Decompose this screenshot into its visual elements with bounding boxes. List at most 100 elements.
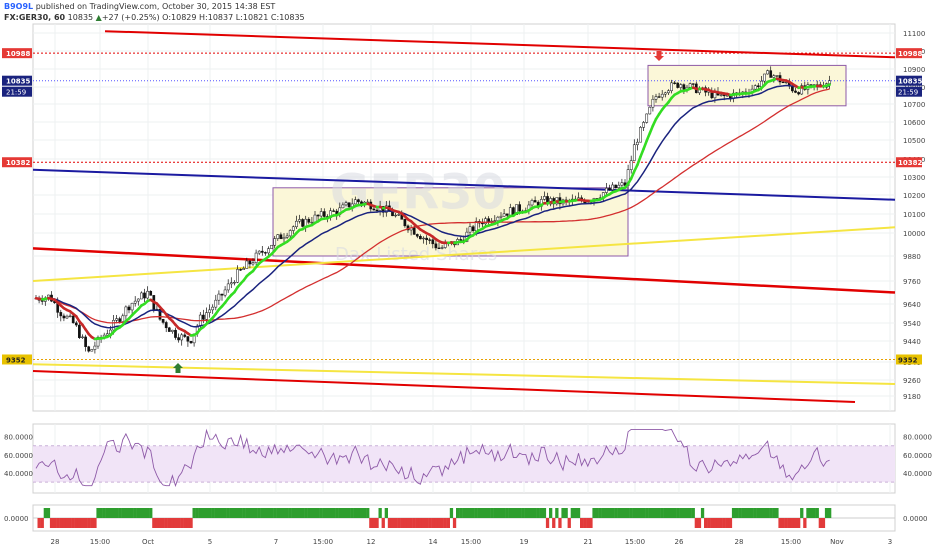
momentum-bar: [586, 518, 590, 528]
momentum-bar: [483, 508, 488, 518]
momentum-bar: [397, 518, 401, 528]
momentum-bar: [753, 508, 757, 518]
momentum-bar: [607, 508, 612, 518]
price-tick-label: 9180: [903, 393, 921, 401]
time-tick-label: 14: [429, 538, 438, 546]
candle-body: [353, 199, 357, 205]
candle-body: [242, 268, 246, 270]
momentum-bar: [53, 518, 57, 528]
momentum-bar: [725, 518, 729, 528]
momentum-bar: [620, 508, 624, 518]
rsi-tick-label-left: 40.0000: [4, 470, 33, 478]
ema-fast-segment: [642, 139, 649, 151]
candle-body: [121, 315, 125, 322]
momentum-bar: [669, 508, 674, 518]
candle-body: [682, 84, 686, 90]
candle-body: [124, 306, 128, 317]
momentum-bar: [688, 508, 692, 518]
momentum-bar: [65, 518, 69, 528]
candle-body: [90, 349, 94, 352]
momentum-bar: [428, 518, 432, 528]
time-tick-label: 26: [675, 538, 684, 546]
candle-body: [282, 237, 286, 240]
momentum-bar: [297, 508, 302, 518]
time-tick-label: 15:00: [625, 538, 645, 546]
momentum-bar: [229, 508, 233, 518]
momentum-bar: [387, 518, 392, 528]
candle-body: [264, 252, 267, 254]
momentum-bar: [542, 508, 547, 518]
momentum-bar: [198, 508, 202, 518]
candle-body: [756, 85, 760, 88]
author-link[interactable]: B9O9L: [4, 2, 34, 11]
price-tick-label: 10200: [903, 192, 925, 200]
momentum-bar: [766, 508, 770, 518]
candle-body: [614, 184, 618, 188]
candle-body: [828, 80, 831, 84]
momentum-bar: [462, 508, 466, 518]
momentum-bar: [589, 518, 593, 528]
momentum-bar: [744, 508, 748, 518]
momentum-bar: [257, 508, 261, 518]
momentum-bar: [570, 508, 574, 518]
watermark-symbol: GER30: [330, 164, 506, 220]
momentum-bar: [784, 518, 788, 528]
momentum-bar: [638, 508, 643, 518]
countdown-text: 21:59: [898, 89, 918, 97]
momentum-bar: [167, 518, 171, 528]
price-label-badge-left: [2, 354, 32, 365]
momentum-bar: [824, 508, 829, 518]
candle-body: [260, 250, 264, 253]
momentum-bar: [366, 508, 370, 518]
ema-fast-segment: [639, 147, 645, 158]
rsi-tick-label: 60.0000: [903, 452, 932, 460]
momentum-bar: [642, 508, 646, 518]
candle-body: [291, 226, 295, 231]
candle-body: [719, 94, 723, 96]
candle-body: [226, 283, 230, 291]
momentum-bar: [356, 508, 361, 518]
price-tick-label: 9540: [903, 320, 921, 328]
momentum-bar: [700, 508, 705, 518]
ema-fast-segment: [645, 131, 652, 143]
symbol-line: FX:GER30, 60 10835 ▲+27 (+0.25%) O:10829…: [4, 13, 305, 22]
momentum-bar: [313, 508, 317, 518]
candle-body: [298, 219, 301, 222]
momentum-bar: [310, 508, 314, 518]
momentum-bar: [375, 518, 379, 528]
candle-body: [158, 308, 162, 320]
candle-body: [180, 334, 184, 341]
momentum-bar: [152, 518, 156, 528]
change-value: +27 (+0.25%): [101, 13, 160, 22]
momentum-bar: [524, 508, 528, 518]
momentum-bar: [558, 518, 562, 528]
momentum-bar: [735, 508, 739, 518]
symbol-label[interactable]: FX:GER30, 60: [4, 13, 66, 22]
momentum-bar: [325, 508, 330, 518]
candle-body: [202, 314, 205, 320]
candle-body: [257, 250, 261, 254]
candle-body: [171, 329, 174, 332]
candle-body: [617, 184, 621, 188]
momentum-bar: [369, 518, 373, 528]
price-tick-label: 10900: [903, 66, 925, 74]
price-tick-label: 10600: [903, 119, 925, 127]
momentum-bar: [139, 508, 144, 518]
candle-body: [174, 329, 177, 338]
candle-body: [220, 293, 224, 296]
momentum-bar: [660, 508, 664, 518]
momentum-bar: [328, 508, 333, 518]
candle-body: [251, 262, 255, 265]
candle-body: [177, 337, 180, 341]
candle-body: [632, 144, 636, 161]
candle-body: [775, 75, 779, 77]
momentum-bar: [304, 508, 308, 518]
momentum-bar: [778, 518, 782, 528]
countdown-text-left: 21:59: [6, 89, 26, 97]
momentum-bar: [90, 518, 94, 528]
momentum-bar: [496, 508, 500, 518]
momentum-bar: [59, 518, 63, 528]
candle-body: [422, 237, 425, 240]
candle-body: [118, 318, 122, 322]
